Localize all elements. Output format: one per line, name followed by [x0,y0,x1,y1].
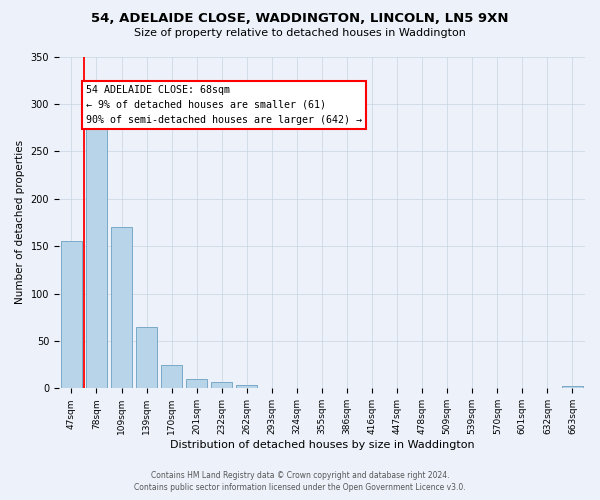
Y-axis label: Number of detached properties: Number of detached properties [15,140,25,304]
X-axis label: Distribution of detached houses by size in Waddington: Distribution of detached houses by size … [170,440,474,450]
Text: 54 ADELAIDE CLOSE: 68sqm
← 9% of detached houses are smaller (61)
90% of semi-de: 54 ADELAIDE CLOSE: 68sqm ← 9% of detache… [86,85,362,124]
Bar [562,386,583,388]
Bar [86,116,107,388]
Bar [186,379,208,388]
Bar [111,227,132,388]
Bar [136,326,157,388]
Bar [61,242,82,388]
Text: 54, ADELAIDE CLOSE, WADDINGTON, LINCOLN, LN5 9XN: 54, ADELAIDE CLOSE, WADDINGTON, LINCOLN,… [91,12,509,26]
Text: Size of property relative to detached houses in Waddington: Size of property relative to detached ho… [134,28,466,38]
Bar [161,364,182,388]
Bar [211,382,232,388]
Bar [236,384,257,388]
Text: Contains HM Land Registry data © Crown copyright and database right 2024.
Contai: Contains HM Land Registry data © Crown c… [134,471,466,492]
